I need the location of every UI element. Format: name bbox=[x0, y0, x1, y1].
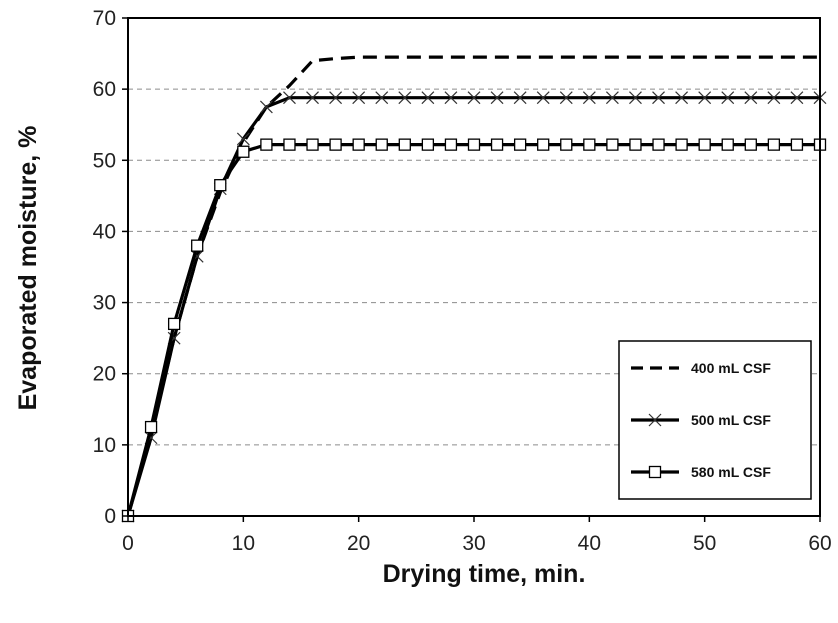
series-1 bbox=[126, 55, 820, 517]
data-point bbox=[444, 91, 458, 105]
legend-label: 400 mL CSF bbox=[691, 360, 771, 376]
legend: 400 mL CSF 500 mL CSF 580 mL CSF bbox=[618, 340, 812, 500]
legend-label: 580 mL CSF bbox=[691, 464, 771, 480]
data-point bbox=[467, 91, 481, 105]
data-point bbox=[744, 91, 758, 105]
data-point bbox=[652, 91, 665, 105]
legend-entry: 500 mL CSF bbox=[631, 412, 771, 428]
data-point bbox=[283, 91, 296, 105]
data-point bbox=[306, 91, 319, 105]
data-point bbox=[767, 91, 781, 105]
y-tick-label: 20 bbox=[93, 363, 116, 386]
data-point bbox=[375, 138, 388, 151]
data-point bbox=[191, 239, 204, 252]
data-point bbox=[260, 138, 273, 151]
legend-entry: 580 mL CSF bbox=[631, 464, 771, 480]
legend-marker bbox=[648, 413, 662, 427]
data-point bbox=[375, 91, 389, 105]
data-point bbox=[698, 138, 711, 151]
x-axis-title: Drying time, min. bbox=[383, 560, 586, 588]
tick-labels: 0 10 20 30 40 50 60 70 0 10 20 30 40 50 60 bbox=[93, 7, 832, 555]
data-point bbox=[490, 138, 504, 151]
y-tick-label: 50 bbox=[93, 149, 116, 172]
data-point bbox=[629, 91, 642, 105]
data-point bbox=[214, 179, 227, 192]
data-point bbox=[421, 91, 435, 105]
data-point bbox=[421, 138, 435, 151]
data-point bbox=[721, 91, 735, 105]
data-point bbox=[560, 138, 573, 151]
data-point bbox=[513, 91, 527, 105]
data-point bbox=[675, 138, 688, 151]
data-point bbox=[675, 91, 689, 105]
series-2 bbox=[121, 91, 827, 523]
data-point bbox=[582, 91, 596, 105]
data-point bbox=[721, 138, 734, 151]
data-point bbox=[606, 138, 619, 151]
data-point bbox=[605, 91, 619, 105]
data-point bbox=[513, 138, 527, 151]
data-point bbox=[490, 91, 504, 105]
data-point bbox=[536, 91, 550, 105]
data-point bbox=[144, 420, 158, 434]
data-point bbox=[790, 138, 804, 151]
legend-label: 500 mL CSF bbox=[691, 412, 771, 428]
data-point bbox=[559, 91, 573, 105]
y-axis-title: Evaporated moisture, % bbox=[14, 126, 42, 411]
x-tick-label: 50 bbox=[693, 532, 716, 555]
data-point bbox=[352, 91, 366, 105]
data-point bbox=[467, 138, 481, 151]
x-tick-label: 10 bbox=[232, 532, 255, 555]
series-line bbox=[126, 55, 820, 517]
legend-marker bbox=[648, 465, 662, 479]
y-tick-label: 70 bbox=[93, 7, 116, 30]
data-point bbox=[329, 91, 343, 105]
data-point bbox=[444, 138, 458, 151]
data-point bbox=[398, 138, 411, 151]
axes bbox=[122, 17, 821, 522]
y-tick-label: 10 bbox=[93, 434, 116, 457]
y-tick-label: 0 bbox=[104, 505, 116, 528]
data-point bbox=[398, 91, 412, 105]
data-point bbox=[790, 91, 804, 105]
data-point bbox=[537, 138, 550, 151]
data-point bbox=[329, 138, 342, 151]
data-point bbox=[167, 317, 181, 331]
x-tick-label: 60 bbox=[808, 532, 831, 555]
data-point bbox=[767, 138, 781, 151]
data-point bbox=[629, 138, 642, 151]
data-point bbox=[259, 100, 273, 114]
data-point bbox=[652, 138, 665, 151]
data-point bbox=[583, 138, 596, 151]
data-point bbox=[283, 138, 296, 151]
data-point bbox=[306, 138, 319, 151]
data-point bbox=[237, 145, 250, 158]
y-tick-label: 30 bbox=[93, 292, 116, 315]
data-point bbox=[698, 91, 712, 105]
x-tick-label: 20 bbox=[347, 532, 370, 555]
y-tick-label: 40 bbox=[93, 220, 116, 243]
x-tick-label: 40 bbox=[578, 532, 601, 555]
legend-entry: 400 mL CSF bbox=[631, 360, 771, 376]
x-tick-label: 30 bbox=[462, 532, 485, 555]
x-tick-label: 0 bbox=[122, 532, 134, 555]
data-point bbox=[352, 138, 365, 151]
y-tick-label: 60 bbox=[93, 78, 116, 101]
data-point bbox=[744, 138, 757, 151]
data-point bbox=[236, 132, 250, 146]
